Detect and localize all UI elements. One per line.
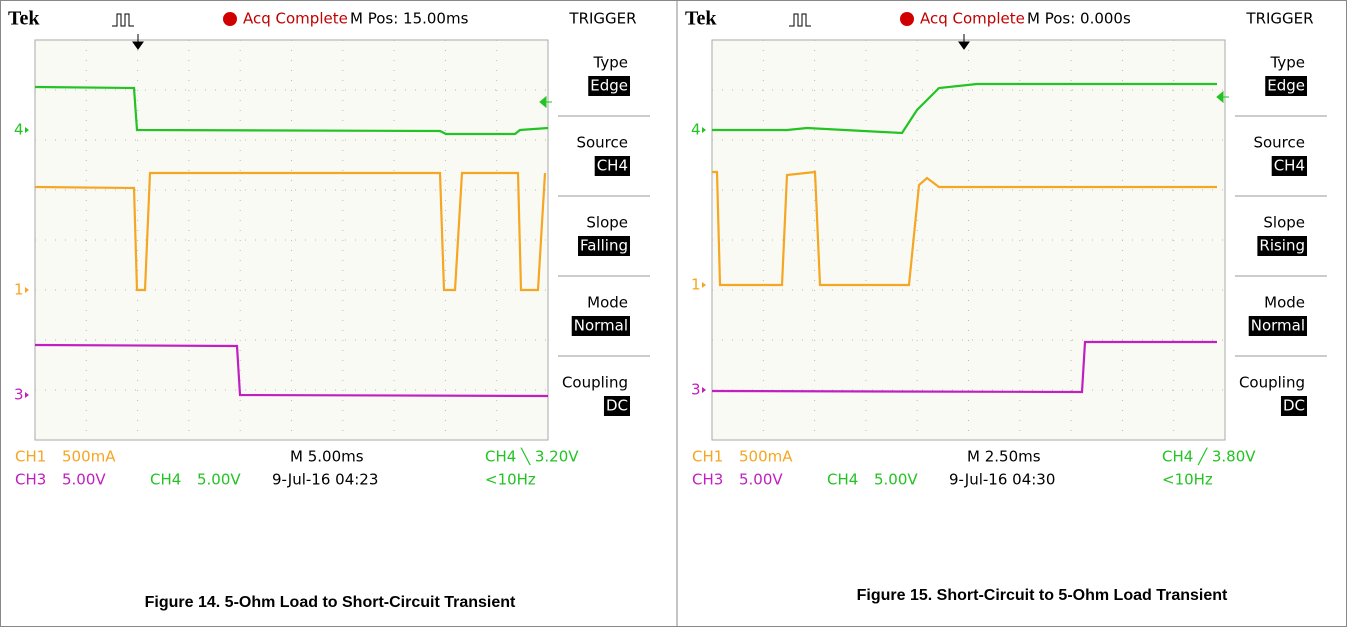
figure-caption: Figure 14. 5-Ohm Load to Short-Circuit T…	[145, 594, 516, 611]
menu-value: DC	[606, 397, 628, 415]
menu-label: Mode	[1264, 294, 1305, 312]
menu-value: Rising	[1259, 237, 1305, 255]
menu-value: Falling	[580, 237, 628, 255]
readout-date: 9-Jul-16 04:23	[272, 471, 378, 489]
readout-ch3: CH3	[692, 471, 723, 489]
readout-trigger: CH4 ╲ 3.20V	[485, 448, 579, 466]
menu-value: Normal	[574, 317, 628, 335]
readout-date: 9-Jul-16 04:30	[949, 471, 1055, 489]
acq-status: Acq Complete	[243, 10, 348, 28]
menu-title: TRIGGER	[1245, 10, 1313, 28]
readout-ch4: CH4	[827, 471, 858, 489]
menu-value: CH4	[597, 157, 628, 175]
brand: Tek	[685, 8, 717, 30]
channel-marker: 4	[14, 121, 24, 139]
menu-label: Mode	[587, 294, 628, 312]
page: TekAcq CompleteM Pos: 15.00ms413TRIGGERT…	[0, 0, 1347, 627]
readout-trigger: CH4 ╱ 3.80V	[1162, 448, 1256, 466]
readout-ch1-scale: 500mA	[62, 448, 116, 466]
menu-value: Edge	[590, 77, 628, 95]
channel-marker: 3	[691, 381, 701, 399]
menu-label: Slope	[1263, 214, 1305, 232]
brand: Tek	[8, 8, 40, 30]
readout-frequency: <10Hz	[1162, 471, 1213, 489]
readout-ch1-scale: 500mA	[739, 448, 793, 466]
menu-label: Type	[1270, 54, 1305, 72]
readout-frequency: <10Hz	[485, 471, 536, 489]
m-position: M Pos: 15.00ms	[350, 10, 469, 28]
menu-value: DC	[1283, 397, 1305, 415]
m-position: M Pos: 0.000s	[1027, 10, 1131, 28]
menu-value: Edge	[1267, 77, 1305, 95]
menu-label: Source	[1253, 134, 1305, 152]
channel-marker: 1	[14, 281, 24, 299]
readout-ch3: CH3	[15, 471, 46, 489]
readout-ch1: CH1	[692, 448, 723, 466]
menu-label: Coupling	[562, 374, 628, 392]
readout-ch1: CH1	[15, 448, 46, 466]
menu-title: TRIGGER	[568, 10, 636, 28]
menu-label: Slope	[586, 214, 628, 232]
menu-label: Source	[576, 134, 628, 152]
menu-label: Coupling	[1239, 374, 1305, 392]
readout-ch3-scale: 5.00V	[62, 471, 106, 489]
readout-ch4-scale: 5.00V	[874, 471, 918, 489]
readout-ch4-scale: 5.00V	[197, 471, 241, 489]
run-indicator	[223, 12, 237, 26]
menu-value: Normal	[1251, 317, 1305, 335]
menu-label: Type	[593, 54, 628, 72]
readout-timebase: M 2.50ms	[967, 448, 1041, 466]
readout-ch3-scale: 5.00V	[739, 471, 783, 489]
channel-marker: 4	[691, 121, 701, 139]
acq-status: Acq Complete	[920, 10, 1025, 28]
menu-value: CH4	[1274, 157, 1305, 175]
channel-marker: 3	[14, 386, 24, 404]
run-indicator	[900, 12, 914, 26]
channel-marker: 1	[691, 276, 701, 294]
readout-timebase: M 5.00ms	[290, 448, 364, 466]
readout-ch4: CH4	[150, 471, 181, 489]
figure-caption: Figure 15. Short-Circuit to 5-Ohm Load T…	[857, 587, 1228, 604]
